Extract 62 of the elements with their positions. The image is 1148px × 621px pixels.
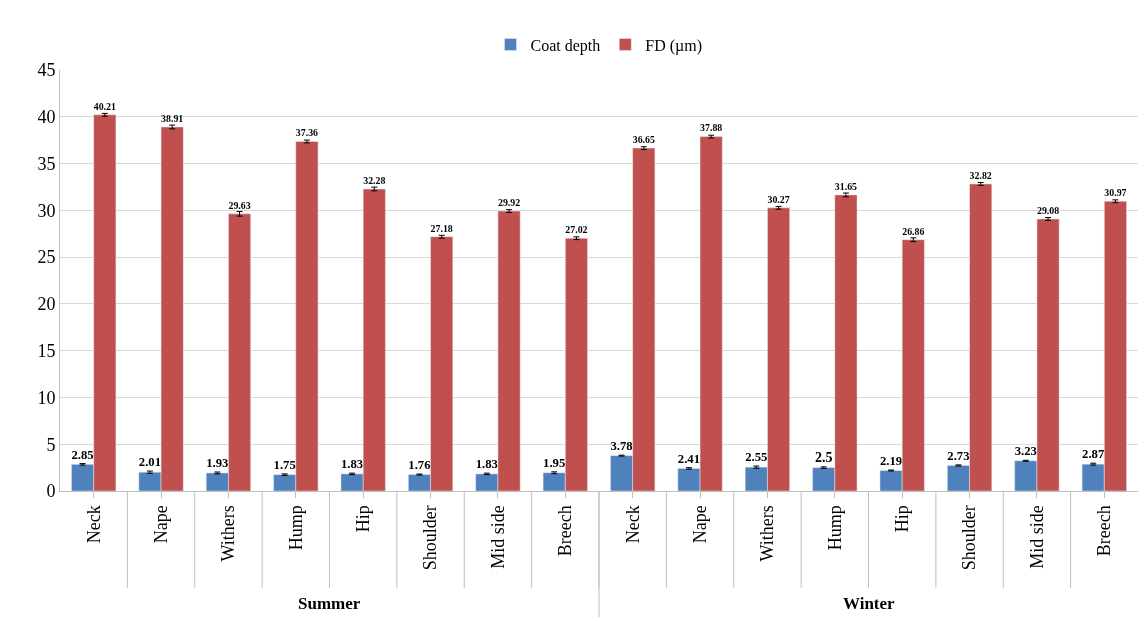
x-tick-label: Breech: [1094, 505, 1115, 557]
data-label: 1.76: [408, 457, 431, 472]
x-tick-label: Hump: [285, 505, 306, 551]
data-label: 1.83: [475, 457, 498, 472]
data-label: 31.65: [834, 180, 858, 192]
data-label: 29.63: [228, 199, 251, 211]
x-tick-label: Mid side: [487, 505, 508, 569]
data-label: 40.21: [93, 100, 116, 112]
data-label: 2.73: [947, 448, 970, 463]
text: Winter: [843, 594, 896, 613]
x-tick-label: Nape: [150, 505, 171, 544]
data-label: 27.02: [565, 224, 588, 236]
x-tick-label: Mid side: [1026, 505, 1047, 569]
y-tick-label: 40: [37, 107, 56, 128]
y-tick-label: 5: [46, 434, 56, 455]
data-label: 26.86: [902, 225, 925, 237]
data-label: 2.55: [745, 450, 768, 465]
data-label: 37.36: [295, 127, 319, 139]
x-tick-label: Withers: [218, 505, 239, 562]
data-label: 3.23: [1014, 444, 1037, 459]
x-tick-label: Hip: [892, 505, 913, 533]
data-label: 29.92: [497, 196, 521, 208]
text: Summer: [298, 594, 361, 613]
x-tick-label: Shoulder: [959, 505, 980, 571]
data-label: 29.08: [1036, 204, 1060, 216]
data-label: 32.82: [969, 169, 992, 181]
x-tick-label: Hump: [824, 505, 845, 551]
data-label: 36.65: [632, 134, 655, 145]
y-tick-label: 20: [37, 294, 56, 315]
x-tick-label: Shoulder: [420, 505, 441, 571]
data-label: 1.83: [340, 457, 364, 472]
data-label: 2.01: [138, 455, 162, 470]
data-label: 1.93: [206, 456, 229, 471]
y-tick-label: 0: [46, 481, 56, 502]
x-tick-label: Withers: [757, 505, 778, 562]
data-label: 32.28: [363, 174, 386, 186]
data-label: 30.27: [767, 193, 790, 205]
data-label: 2.5: [814, 449, 833, 465]
x-tick-label: Hip: [353, 505, 374, 533]
data-label: 38.91: [161, 112, 184, 124]
data-label: 37.88: [700, 122, 723, 134]
x-tick-label: Neck: [622, 505, 643, 544]
data-label: 2.41: [677, 451, 701, 466]
x-tick-label: Neck: [83, 505, 104, 544]
data-label: 1.75: [273, 457, 296, 472]
y-tick-label: 30: [37, 200, 56, 221]
data-label: 3.78: [610, 438, 633, 453]
data-label: 30.97: [1104, 187, 1127, 199]
data-label: 27.18: [430, 222, 453, 234]
y-tick-label: 35: [37, 153, 56, 174]
y-tick-label: 15: [37, 340, 56, 361]
data-label: 1.95: [543, 456, 566, 471]
legend-label: Coat depth: [530, 36, 601, 55]
y-tick-label: 45: [37, 60, 56, 81]
y-tick-label: 25: [37, 247, 56, 268]
data-label: 2.19: [879, 453, 903, 468]
data-label: 2.87: [1082, 447, 1105, 462]
data-label: 2.85: [71, 447, 94, 462]
x-tick-label: Breech: [555, 505, 576, 557]
legend-label: FD (µm): [645, 36, 703, 55]
y-tick-label: 10: [37, 387, 56, 408]
x-tick-label: Nape: [689, 505, 710, 544]
